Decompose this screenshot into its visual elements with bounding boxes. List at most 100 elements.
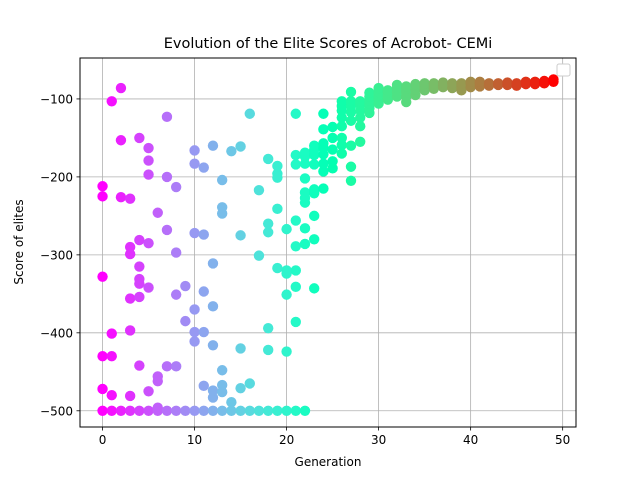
data-point bbox=[124, 193, 136, 204]
data-point bbox=[207, 340, 219, 351]
data-point bbox=[115, 191, 127, 203]
data-point bbox=[143, 237, 154, 249]
data-point bbox=[281, 289, 292, 300]
data-point bbox=[189, 158, 200, 169]
data-point bbox=[308, 184, 320, 195]
data-point bbox=[308, 140, 320, 151]
data-point bbox=[180, 280, 191, 292]
data-point bbox=[235, 141, 246, 152]
data-point bbox=[336, 148, 348, 159]
data-point bbox=[272, 405, 283, 416]
data-point bbox=[345, 86, 357, 98]
data-point bbox=[373, 82, 384, 94]
data-point bbox=[299, 405, 311, 416]
data-point bbox=[391, 79, 403, 91]
data-point bbox=[355, 96, 366, 107]
data-point bbox=[327, 132, 338, 144]
y-tick-label: −400 bbox=[40, 326, 73, 340]
data-point bbox=[336, 132, 348, 144]
data-point bbox=[290, 215, 301, 226]
data-point bbox=[189, 227, 200, 239]
data-point bbox=[161, 111, 173, 123]
data-point bbox=[272, 168, 283, 179]
data-point bbox=[318, 158, 329, 169]
data-point bbox=[97, 181, 108, 192]
data-point bbox=[318, 183, 329, 194]
data-point bbox=[345, 161, 357, 172]
data-point bbox=[308, 159, 320, 170]
data-point bbox=[290, 265, 301, 276]
data-point bbox=[299, 223, 311, 234]
plot-frame bbox=[79, 57, 577, 428]
data-point bbox=[216, 202, 228, 213]
legend-box bbox=[556, 63, 571, 77]
data-point bbox=[207, 301, 219, 312]
data-point bbox=[511, 78, 522, 89]
data-point bbox=[124, 241, 136, 253]
data-point bbox=[345, 96, 357, 107]
data-point bbox=[502, 77, 513, 88]
data-point bbox=[143, 386, 154, 397]
data-point bbox=[170, 405, 182, 416]
y-tick-label: −300 bbox=[40, 248, 73, 262]
data-point bbox=[345, 115, 357, 126]
data-point bbox=[235, 405, 246, 416]
data-point bbox=[189, 304, 200, 315]
data-point bbox=[170, 361, 182, 372]
data-point bbox=[207, 140, 219, 151]
data-point bbox=[281, 223, 292, 235]
data-point bbox=[364, 87, 375, 98]
data-point bbox=[97, 191, 108, 202]
data-point bbox=[124, 390, 136, 402]
data-point bbox=[143, 405, 154, 416]
data-point bbox=[189, 405, 200, 416]
data-point bbox=[290, 316, 301, 328]
x-tick-label: 20 bbox=[279, 433, 294, 447]
data-point bbox=[244, 405, 255, 416]
data-points bbox=[97, 74, 559, 416]
data-point bbox=[161, 361, 173, 372]
data-point bbox=[226, 145, 237, 157]
data-point bbox=[327, 144, 338, 155]
data-point bbox=[290, 149, 301, 161]
x-tick-label: 40 bbox=[463, 433, 478, 447]
data-point bbox=[262, 153, 274, 165]
data-point bbox=[281, 346, 292, 357]
data-point bbox=[318, 124, 329, 135]
data-point bbox=[290, 159, 301, 170]
data-point bbox=[299, 238, 311, 250]
data-point bbox=[134, 291, 145, 303]
data-point bbox=[106, 328, 117, 339]
data-point bbox=[198, 286, 209, 297]
data-point bbox=[548, 74, 559, 85]
data-point bbox=[124, 405, 136, 416]
x-tick-label: 30 bbox=[371, 433, 386, 447]
data-point bbox=[152, 371, 163, 382]
data-point bbox=[539, 75, 550, 87]
data-point bbox=[106, 389, 117, 401]
data-point bbox=[308, 283, 320, 294]
data-point bbox=[97, 351, 108, 362]
data-point bbox=[318, 166, 329, 177]
data-point bbox=[216, 174, 228, 186]
data-point bbox=[170, 289, 182, 300]
data-point bbox=[198, 229, 209, 240]
data-point bbox=[124, 293, 136, 304]
data-point bbox=[253, 184, 265, 196]
data-point bbox=[106, 351, 117, 362]
data-point bbox=[143, 142, 154, 154]
x-axis-label: Generation bbox=[295, 455, 362, 469]
data-point bbox=[115, 135, 127, 146]
y-tick-label: −100 bbox=[40, 92, 73, 106]
data-point bbox=[410, 78, 421, 90]
data-point bbox=[327, 121, 338, 133]
data-point bbox=[401, 81, 412, 92]
data-point bbox=[226, 397, 237, 408]
data-point bbox=[244, 108, 255, 119]
data-point bbox=[272, 262, 283, 274]
data-point bbox=[419, 78, 430, 89]
data-point bbox=[198, 405, 209, 416]
data-point bbox=[207, 258, 219, 269]
